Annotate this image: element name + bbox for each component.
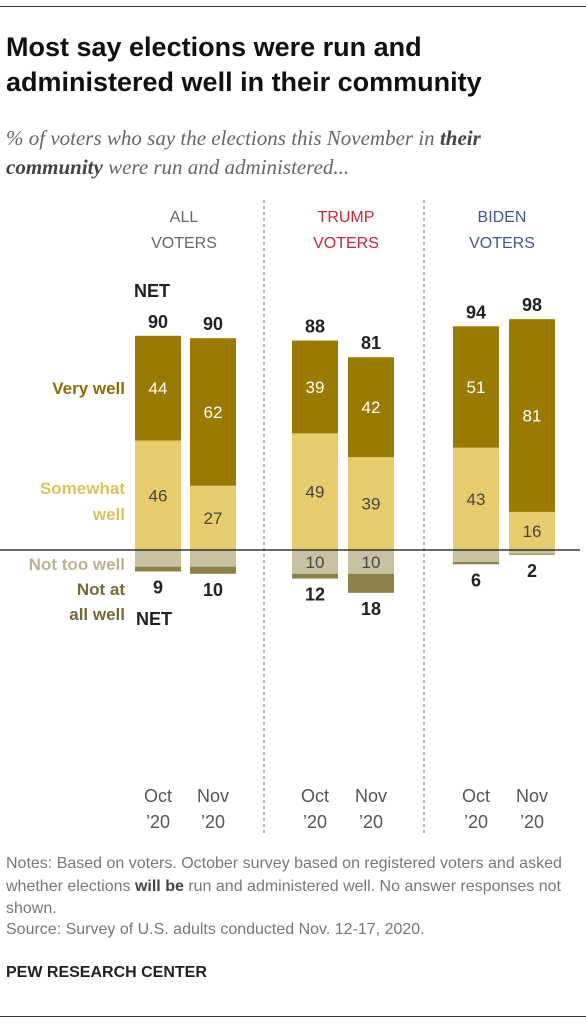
bar-not-too-well [190, 550, 236, 567]
group-header-line1: ALL [170, 209, 199, 226]
bar-somewhat-well [453, 447, 499, 550]
bar-not-at-all-well [135, 566, 181, 572]
legend-label-not-too: Not too well [29, 555, 125, 574]
net-not-well-label: 6 [471, 570, 481, 590]
value-label-somewhat-well: 46 [149, 486, 168, 505]
x-tick-label-line1: Nov [516, 786, 548, 806]
value-label-somewhat-well: 49 [306, 483, 325, 502]
subtitle-part-1: % of voters who say the elections this N… [6, 126, 435, 150]
x-tick-label-line2: ’20 [303, 812, 327, 832]
value-label-very-well: 39 [306, 378, 325, 397]
x-tick-label-line1: Nov [197, 786, 229, 806]
legend-label-somewhat: well [92, 505, 125, 524]
chart-subtitle: % of voters who say the elections this N… [6, 124, 576, 182]
value-label-somewhat-well: 27 [204, 509, 223, 528]
x-tick-label-line1: Oct [301, 786, 329, 806]
bar-not-at-all-well [292, 573, 338, 579]
notes-emphasis: will be [134, 877, 184, 895]
stacked-bar-chart: ALL VOTERS TRUMP VOTERS BIDEN VOTERS 44 46 90 9 Oc… [0, 200, 580, 835]
value-label-very-well: 81 [523, 407, 542, 426]
chart-notes: Notes: Based on voters. October survey b… [6, 853, 582, 921]
group-header-line2: VOTERS [469, 235, 535, 252]
chart-title: Most say elections were run and administ… [6, 32, 482, 97]
bar-somewhat-well [348, 457, 394, 550]
net-not-well-label: 18 [361, 599, 381, 619]
top-rule [0, 6, 586, 7]
bar-very-well [348, 357, 394, 458]
group-header-line2: VOTERS [151, 235, 217, 252]
x-tick-label-line2: ’20 [146, 812, 170, 832]
bar-very-well [453, 326, 499, 448]
value-label-somewhat-well: 16 [523, 522, 542, 541]
x-tick-label-line1: Oct [462, 786, 490, 806]
net-not-well-label: 2 [527, 561, 537, 581]
legend-label-very: Very well [52, 379, 125, 398]
chart-source: Source: Survey of U.S. adults conducted … [6, 921, 425, 938]
bar-not-at-all-well [190, 566, 236, 574]
value-label-somewhat-well: 43 [467, 490, 486, 509]
bar-not-too-well [348, 550, 394, 574]
group-header-line1: BIDEN [478, 209, 527, 226]
net-well-label: 98 [522, 295, 542, 315]
group-header-line1: TRUMP [318, 209, 375, 226]
net-well-label: 90 [148, 312, 168, 332]
org-name: PEW RESEARCH CENTER [6, 964, 207, 981]
bar-not-at-all-well [509, 553, 555, 555]
net-label-bottom: NET [136, 609, 172, 629]
net-label-top: NET [134, 281, 170, 301]
bar-not-at-all-well [453, 561, 499, 565]
bar-very-well [190, 338, 236, 486]
bottom-rule [0, 1016, 586, 1017]
net-well-label: 94 [466, 302, 486, 322]
x-tick-label-line2: ’20 [201, 812, 225, 832]
legend-label-not-at-all: all well [69, 605, 125, 624]
subtitle-emphasis: their community [6, 126, 481, 179]
bar-somewhat-well [190, 485, 236, 550]
bar-somewhat-well [509, 511, 555, 550]
bar-very-well [135, 335, 181, 441]
bar-not-too-well [135, 550, 181, 567]
x-tick-label-line2: ’20 [520, 812, 544, 832]
x-tick-label-line2: ’20 [359, 812, 383, 832]
value-label-not-too-well: 10 [362, 553, 381, 572]
bar-not-too-well [509, 550, 555, 554]
x-tick-label-line1: Oct [144, 786, 172, 806]
bar-somewhat-well [135, 440, 181, 550]
net-not-well-label: 10 [203, 580, 223, 600]
bar-not-too-well [292, 550, 338, 574]
net-not-well-label: 9 [153, 577, 163, 597]
bar-very-well [292, 340, 338, 434]
notes-part-2: run and administered well. No answer res… [6, 877, 561, 918]
bar-not-at-all-well [348, 573, 394, 593]
value-label-not-too-well: 10 [306, 553, 325, 572]
x-tick-label-line1: Nov [355, 786, 387, 806]
value-label-very-well: 42 [362, 398, 381, 417]
notes-part-1: Notes: Based on voters. October survey b… [6, 855, 562, 895]
value-label-very-well: 44 [149, 379, 168, 398]
bar-somewhat-well [292, 433, 338, 550]
net-well-label: 90 [203, 314, 223, 334]
legend-label-not-at-all: Not at [77, 580, 126, 599]
value-label-somewhat-well: 39 [362, 495, 381, 514]
value-label-very-well: 62 [204, 403, 223, 422]
legend-label-somewhat: Somewhat [40, 479, 125, 498]
net-well-label: 88 [305, 317, 325, 337]
net-well-label: 81 [361, 333, 381, 353]
group-header-line2: VOTERS [313, 235, 379, 252]
bar-not-too-well [453, 550, 499, 562]
bar-very-well [509, 319, 555, 512]
net-not-well-label: 12 [305, 585, 325, 605]
value-label-very-well: 51 [467, 378, 486, 397]
subtitle-part-2: were run and administered... [108, 155, 350, 179]
x-tick-label-line2: ’20 [464, 812, 488, 832]
